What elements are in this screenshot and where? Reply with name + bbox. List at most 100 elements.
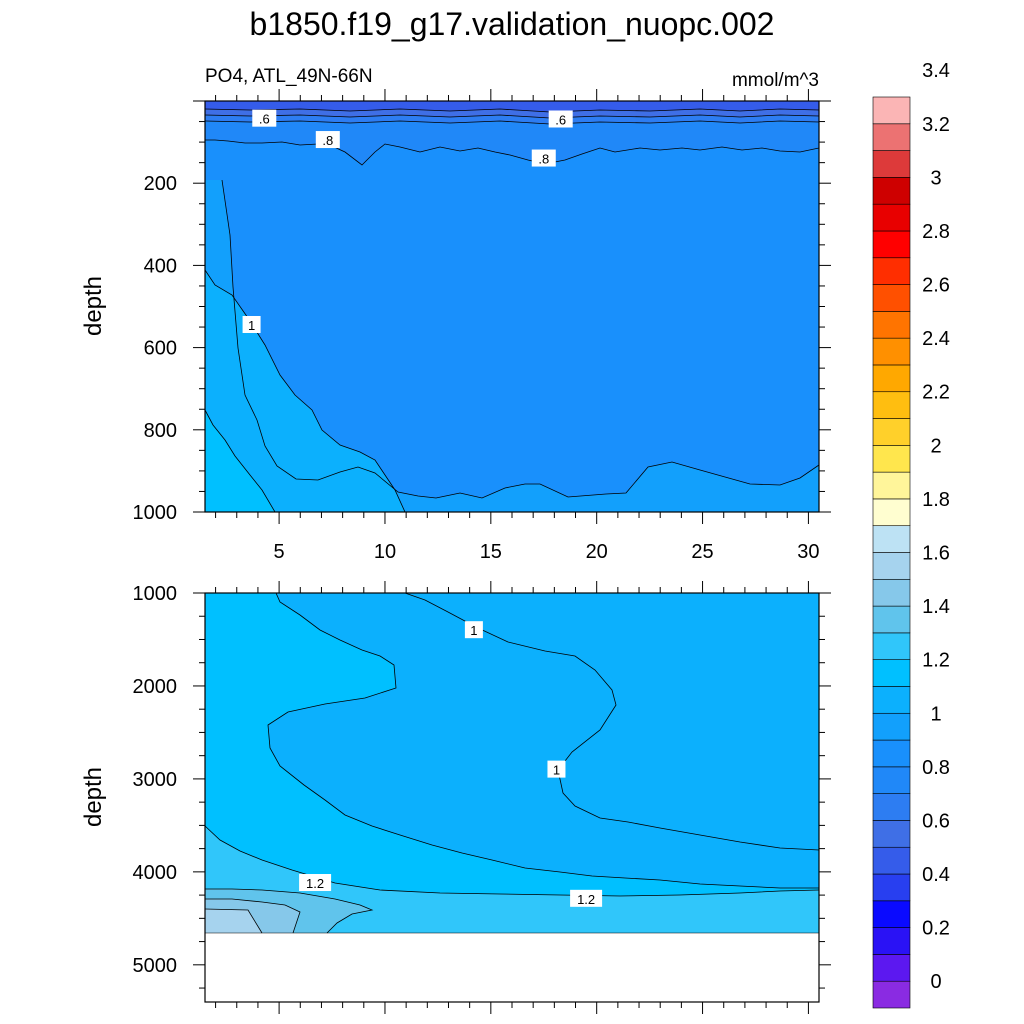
lower-line-1.2: [205, 825, 819, 897]
colorbar-box: [872, 525, 911, 553]
upper-fill-1.1: [205, 410, 275, 512]
colorbar-box: [872, 177, 911, 205]
lower-contour-label-text: 1: [470, 623, 477, 638]
upper-line-0.7: [205, 120, 819, 125]
lower-line-1.5: [205, 908, 263, 934]
upper-line-1.1: [205, 409, 276, 512]
lower-contour-label: 1.2: [299, 874, 332, 892]
lower-y-tick-label: 5000: [133, 955, 178, 977]
colorbar-box: [872, 927, 911, 955]
lower-contour-label-box: [464, 621, 483, 639]
upper-y-tick-label: 1000: [133, 502, 178, 524]
colorbar-box: [872, 471, 911, 500]
colorbar-box: [872, 900, 911, 928]
upper-y-tick-label: 200: [144, 173, 177, 195]
upper-line-0.8: [205, 139, 819, 166]
upper-contour-label-text: 1: [248, 318, 255, 333]
upper-x-tick-label: 25: [691, 541, 713, 563]
lower-contour-label-text: 1: [553, 763, 560, 778]
colorbar-box: [872, 337, 911, 366]
colorbar-box: [872, 230, 911, 259]
lower-y-tick-label: 4000: [133, 862, 178, 884]
lower-panel: 1000 2000 3000 4000 5000 1 1 1.2 1.2 depth: [80, 581, 831, 1014]
colorbar-label: 1.8: [922, 489, 950, 511]
lower-contour-label-text: 1.2: [577, 892, 595, 907]
colorbar-box: [872, 873, 911, 902]
lower-line-1.3: [205, 888, 374, 934]
lower-contour-label-box: [299, 874, 332, 892]
upper-contour-label: .6: [548, 110, 573, 128]
upper-panel: 5 10 15 20 25 30 200 400 600 800 1000 .6 .6 .8 .8 1 PO…: [80, 66, 831, 563]
upper-line-0.6: [205, 114, 819, 119]
colorbar-label: 0.4: [922, 864, 950, 886]
upper-axis-ticks: [193, 89, 831, 524]
lower-line-1.1: [267, 593, 819, 889]
colorbar-box: [872, 605, 911, 634]
colorbar-label: 0.6: [922, 810, 950, 832]
colorbar-box: [872, 686, 911, 714]
colorbar-label: 3: [930, 167, 941, 189]
upper-x-tick-label: 10: [374, 541, 396, 563]
colorbar-box: [872, 578, 911, 607]
upper-y-tick-label: 800: [144, 420, 177, 442]
upper-contour-fill: [205, 101, 819, 512]
lower-fill-1.6: [205, 909, 262, 933]
upper-contour-label-text: .6: [555, 112, 566, 127]
colorbar-label: 2.6: [922, 275, 950, 297]
upper-right-string: mmol/m^3: [732, 70, 819, 91]
upper-contour-label-box: [531, 149, 556, 167]
upper-contour-label-box: [242, 315, 261, 333]
upper-contour-label-box: [548, 110, 573, 128]
colorbar-label: 1: [930, 703, 941, 725]
upper-x-tick-label: 5: [274, 541, 285, 563]
colorbar-label: 1.2: [922, 650, 950, 672]
colorbar-box: [872, 123, 911, 151]
upper-contour-labels: .6 .6 .8 .8 1: [242, 109, 573, 333]
lower-contour-label: 1: [464, 621, 483, 639]
colorbar-label: 2: [930, 435, 941, 457]
upper-tick-labels: 5 10 15 20 25 30 200 400 600 800 1000: [133, 173, 820, 563]
lower-y-tick-label: 2000: [133, 676, 178, 698]
lower-line-0.9: [404, 593, 819, 851]
upper-y-axis-title: depth: [80, 276, 107, 336]
colorbar-box: [872, 820, 911, 848]
colorbar-box: [872, 257, 911, 285]
lower-y-tick-label: 3000: [133, 769, 178, 791]
colorbar-label: 0: [930, 971, 941, 993]
upper-x-tick-label: 30: [797, 541, 819, 563]
colorbar-box: [872, 364, 911, 393]
upper-y-tick-label: 600: [144, 338, 177, 360]
colorbar-box: [872, 203, 911, 232]
upper-x-tick-label: 20: [586, 541, 608, 563]
lower-contour-label-box: [570, 889, 603, 907]
lower-contour-label-text: 1.2: [306, 876, 324, 891]
colorbar-box: [872, 498, 911, 527]
lower-contour-fill: [205, 593, 819, 933]
colorbar-box: [872, 766, 911, 794]
colorbar-boxes: [872, 96, 911, 1009]
colorbar-label: 2.8: [922, 221, 950, 243]
colorbar-box: [872, 391, 911, 419]
upper-x-tick-label: 15: [480, 541, 502, 563]
upper-contour-label-text: .8: [538, 152, 549, 167]
lower-contour-labels: 1 1 1.2 1.2: [299, 621, 603, 907]
upper-line-0.9: [221, 179, 819, 499]
upper-contour-label: .6: [252, 109, 277, 127]
colorbar-box: [872, 739, 911, 768]
upper-contour-label: .8: [531, 149, 556, 167]
colorbar-box: [872, 311, 911, 339]
colorbar-box: [872, 150, 911, 178]
colorbar-label: 2.4: [922, 328, 950, 350]
colorbar-box: [872, 632, 911, 660]
upper-contour-lines: [205, 108, 819, 512]
upper-contour-label-text: .8: [322, 133, 333, 148]
lower-tick-labels: 1000 2000 3000 4000 5000: [133, 583, 178, 977]
lower-contour-label: 1.2: [570, 889, 603, 907]
upper-contour-label-box: [315, 131, 340, 149]
colorbar-box: [872, 954, 911, 982]
lower-y-axis-title: depth: [80, 767, 107, 827]
colorbar-box: [872, 418, 911, 446]
lower-y-tick-label: 1000: [133, 583, 178, 605]
upper-left-string: PO4, ATL_49N-66N: [205, 66, 373, 87]
